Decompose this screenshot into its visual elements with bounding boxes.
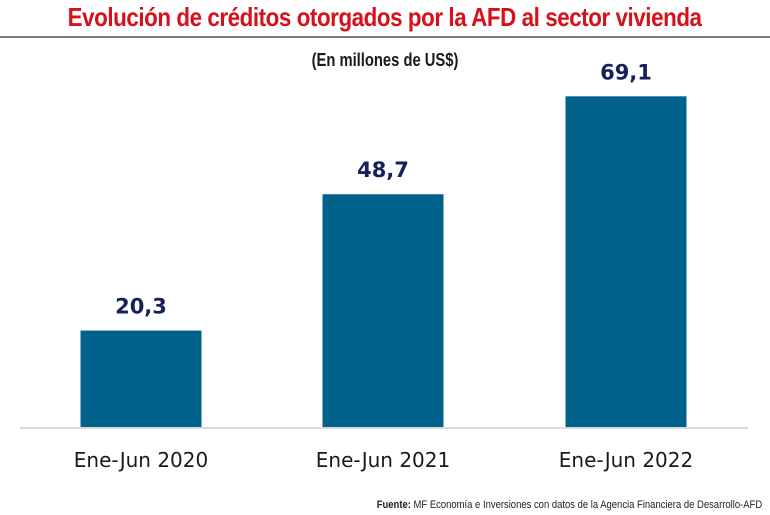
source-text: MF Economía e Inversiones con datos de l… [413,499,762,511]
bar-ene-jun-2022 [565,96,687,428]
bar-ene-jun-2020 [80,330,202,428]
chart-title: Evolución de créditos otorgados por la A… [68,1,702,32]
data-label-ene-jun-2022: 69,1 [600,60,652,84]
data-label-ene-jun-2021: 48,7 [357,158,409,182]
source-note: Fuente: MF Economía e Inversiones con da… [377,499,762,511]
bars-group [80,96,687,428]
chart-subtitle: (En millones de US$) [311,50,459,70]
x-tick-label-ene-jun-2021: Ene-Jun 2021 [316,448,450,472]
x-tick-label-ene-jun-2022: Ene-Jun 2022 [559,448,693,472]
x-tick-label-ene-jun-2020: Ene-Jun 2020 [74,448,208,472]
data-labels-group: 20,3 48,7 69,1 [115,60,652,318]
data-label-ene-jun-2020: 20,3 [115,295,167,319]
title-bar: Evolución de créditos otorgados por la A… [0,0,770,38]
bar-ene-jun-2021 [322,194,444,428]
x-tick-labels-group: Ene-Jun 2020 Ene-Jun 2021 Ene-Jun 2022 [74,448,693,472]
source-label: Fuente: [376,499,411,511]
